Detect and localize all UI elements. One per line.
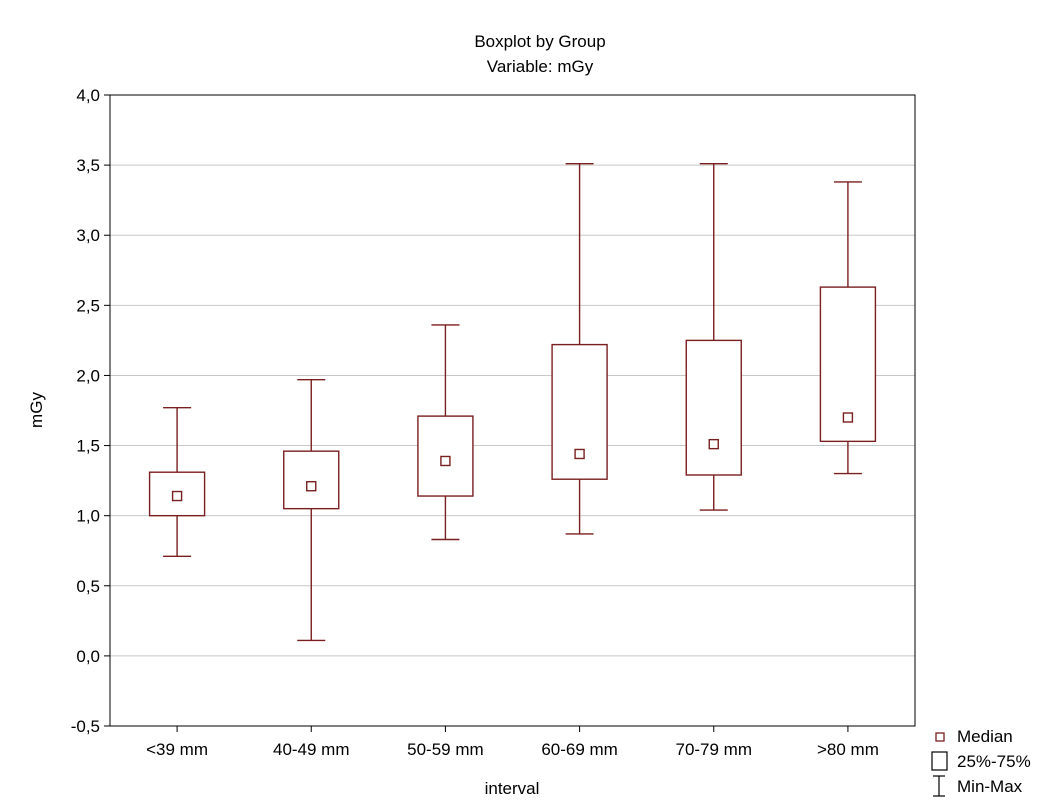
y-axis-label: mGy bbox=[27, 392, 46, 428]
x-tick-label: 40-49 mm bbox=[273, 740, 350, 759]
legend: Median 25%-75% Min-Max bbox=[931, 727, 1031, 797]
x-tick-label: 50-59 mm bbox=[407, 740, 484, 759]
box-group bbox=[283, 378, 340, 642]
box-group bbox=[551, 163, 608, 535]
box-rect-icon bbox=[931, 751, 948, 771]
box-group bbox=[819, 181, 877, 475]
y-tick-label: 2,0 bbox=[76, 366, 100, 385]
y-tick-label: 1,0 bbox=[76, 507, 100, 526]
y-tick-label: 4,0 bbox=[76, 86, 100, 105]
legend-label: Min-Max bbox=[957, 777, 1023, 796]
plot-frame bbox=[109, 94, 916, 727]
median-marker bbox=[440, 455, 451, 467]
box-group bbox=[685, 163, 742, 511]
box-group bbox=[417, 324, 474, 541]
median-marker bbox=[842, 412, 854, 423]
chart-title: Boxplot by Group bbox=[474, 32, 605, 51]
y-tick-label: 3,0 bbox=[76, 226, 100, 245]
y-tick-label: 2,5 bbox=[76, 296, 100, 315]
x-axis-label: interval bbox=[485, 779, 540, 798]
median-marker bbox=[574, 448, 585, 460]
iqr-box bbox=[283, 450, 340, 510]
x-tick-label: 60-69 mm bbox=[541, 740, 618, 759]
x-tick-label: <39 mm bbox=[146, 740, 208, 759]
box-group bbox=[148, 406, 206, 558]
y-tick-label: 3,5 bbox=[76, 156, 100, 175]
legend-label: Median bbox=[957, 727, 1013, 746]
median-marker bbox=[708, 438, 719, 450]
median-marker bbox=[306, 481, 317, 492]
median-marker bbox=[171, 490, 183, 502]
x-tick-label: >80 mm bbox=[817, 740, 879, 759]
median-square-icon bbox=[935, 732, 945, 742]
x-tick-label: 70-79 mm bbox=[675, 740, 752, 759]
gridlines bbox=[110, 164, 915, 657]
legend-label: 25%-75% bbox=[957, 752, 1031, 771]
y-tick-label: 1,5 bbox=[76, 437, 100, 456]
boxes bbox=[148, 163, 877, 642]
y-tick-label: 0,5 bbox=[76, 577, 100, 596]
chart-subtitle: Variable: mGy bbox=[487, 57, 594, 76]
y-tick-label: -0,5 bbox=[71, 717, 100, 736]
y-tick-label: 0,0 bbox=[76, 647, 100, 666]
iqr-box bbox=[685, 339, 742, 476]
x-axis: <39 mm 40-49 mm 50-59 mm 60-69 mm 70-79 mm >8… bbox=[146, 726, 879, 759]
y-axis: -0,5 0,0 0,5 1,0 1,5 2,0 2,5 3,0 3,5 4,0 bbox=[71, 86, 110, 736]
